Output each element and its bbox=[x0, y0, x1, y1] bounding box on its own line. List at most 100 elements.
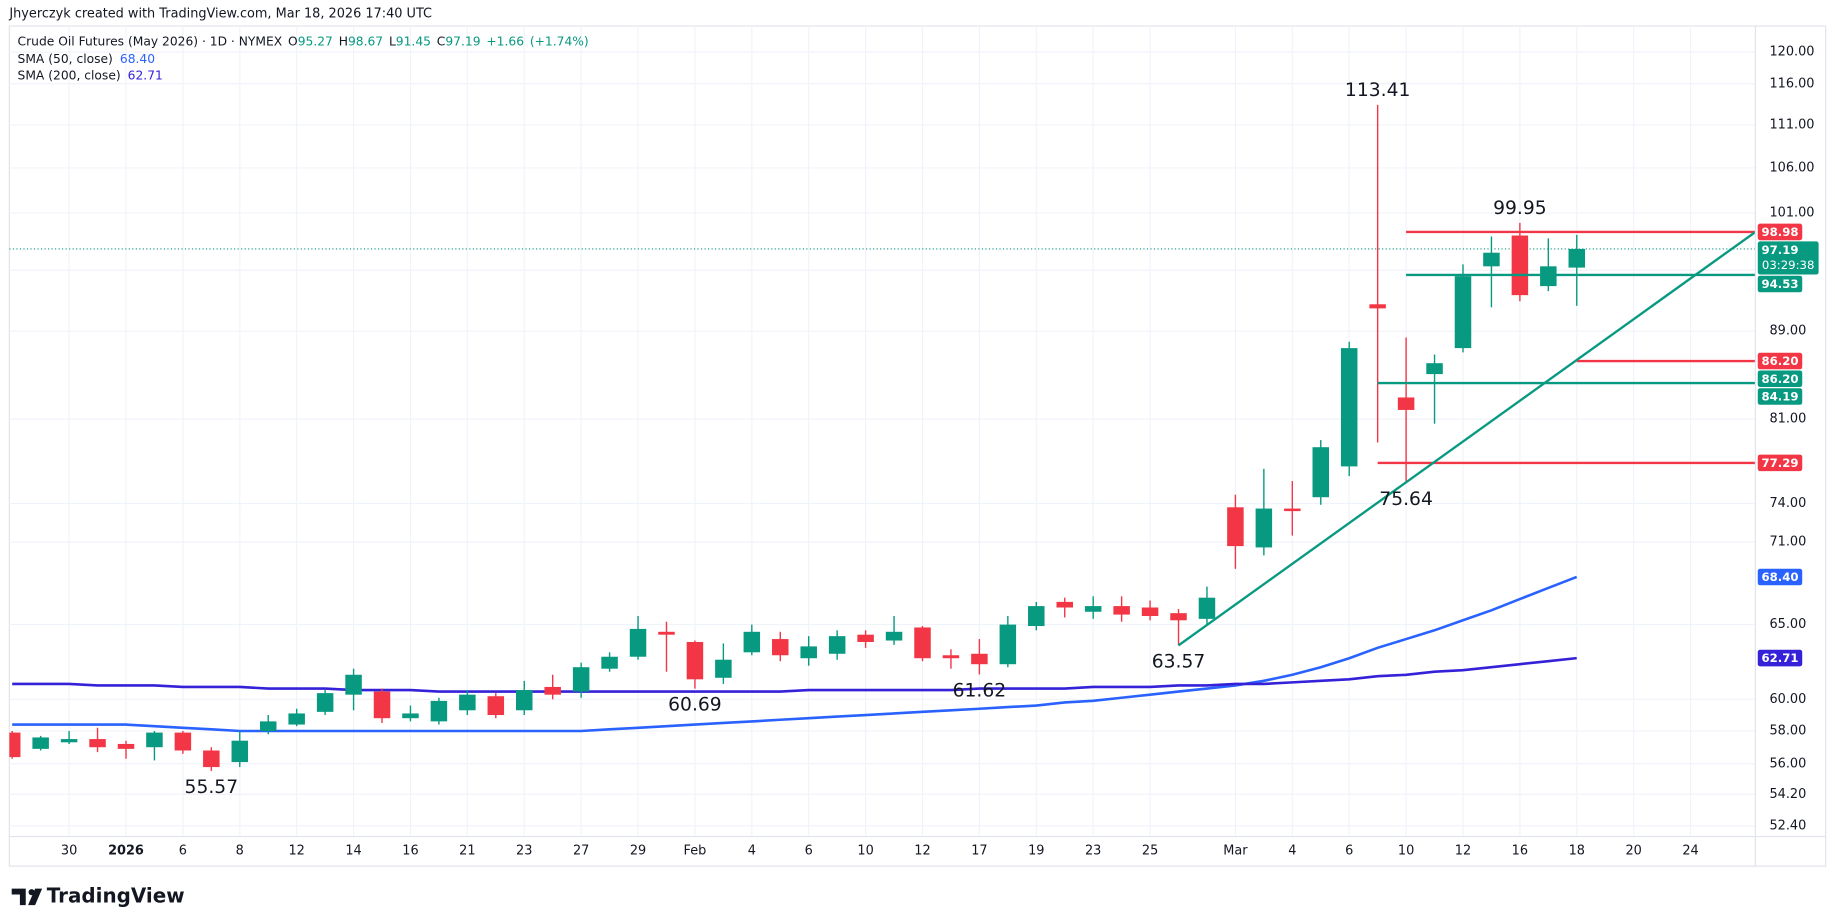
candle-body bbox=[1483, 252, 1500, 267]
x-tick-label: 19 bbox=[1028, 843, 1044, 858]
close-value: 97.19 bbox=[445, 34, 480, 48]
candle-body bbox=[1284, 508, 1301, 512]
price-tag-label: 94.53 bbox=[1762, 277, 1799, 291]
candle-body bbox=[1369, 304, 1386, 309]
sma50-value: 68.40 bbox=[120, 52, 155, 66]
candle-body bbox=[686, 641, 704, 680]
x-tick-label: 20 bbox=[1625, 843, 1641, 858]
price-tag bbox=[1757, 370, 1803, 388]
candle-body bbox=[800, 646, 817, 659]
candle-body bbox=[942, 655, 960, 659]
price-tag bbox=[1757, 568, 1803, 586]
y-tick-label: 101.00 bbox=[1769, 206, 1814, 221]
brand-logo: TradingView bbox=[11, 883, 185, 907]
x-tick-label: 4 bbox=[1288, 843, 1296, 858]
y-tick-label: 60.00 bbox=[1769, 692, 1806, 707]
x-tick-label: 12 bbox=[288, 843, 304, 858]
x-tick-label: 6 bbox=[179, 843, 187, 858]
sma200-name: SMA (200, close) bbox=[18, 68, 121, 82]
price-tag bbox=[1757, 275, 1803, 293]
candle-body bbox=[999, 624, 1017, 665]
candle-body bbox=[146, 732, 163, 748]
candle-body bbox=[1454, 276, 1472, 349]
price-tag bbox=[1757, 454, 1803, 472]
candle-body bbox=[885, 631, 903, 641]
x-tick-label: 16 bbox=[402, 843, 418, 858]
candle-body bbox=[1397, 397, 1415, 410]
y-tick-label: 52.40 bbox=[1769, 818, 1806, 833]
plot: 113.41 99.95 55.57 60.69 61.62 63.57 75.64 bbox=[9, 80, 1756, 798]
x-tick-label: 10 bbox=[1398, 843, 1414, 858]
candle-body bbox=[629, 628, 647, 657]
y-tick-label: 71.00 bbox=[1769, 535, 1806, 550]
candle-body bbox=[203, 750, 220, 768]
sma50-legend: SMA (50, close) 68.40 bbox=[18, 52, 156, 66]
candle-body bbox=[1312, 447, 1330, 498]
candle-body bbox=[1540, 266, 1557, 287]
candle-body bbox=[1227, 507, 1244, 547]
change: +1.66 bbox=[486, 34, 524, 48]
low-label: L bbox=[389, 34, 396, 48]
candle-body bbox=[857, 634, 874, 642]
candle-body bbox=[459, 694, 476, 711]
candle-body bbox=[1084, 606, 1102, 612]
open-value: 95.27 bbox=[298, 34, 333, 48]
low-annotation: 75.64 bbox=[1379, 489, 1433, 510]
price-tag-label: 97.19 bbox=[1762, 243, 1799, 257]
candle-body bbox=[316, 693, 334, 712]
candle-body bbox=[89, 739, 106, 748]
y-tick-label: 65.00 bbox=[1769, 617, 1806, 632]
candle-body bbox=[828, 636, 846, 654]
low-value: 91.45 bbox=[396, 34, 431, 48]
price-tag-label: 77.29 bbox=[1762, 456, 1799, 470]
y-tick-label: 56.00 bbox=[1769, 756, 1806, 771]
candle-body bbox=[1056, 601, 1073, 608]
candle-body bbox=[772, 639, 789, 656]
candle-body bbox=[715, 659, 732, 678]
open-label: O bbox=[288, 34, 298, 48]
price-tag bbox=[1757, 241, 1819, 275]
axes: 120.00116.00111.00106.00101.0095.0089.00… bbox=[61, 45, 1819, 858]
x-tick-label: 29 bbox=[630, 843, 646, 858]
candle-body bbox=[259, 721, 277, 731]
high-label: H bbox=[339, 34, 348, 48]
y-tick-label: 58.00 bbox=[1769, 723, 1806, 738]
price-tag-label: 86.20 bbox=[1762, 354, 1799, 368]
sma200-value: 62.71 bbox=[128, 68, 163, 82]
candle-body bbox=[515, 690, 533, 711]
change-pct: (+1.74%) bbox=[530, 34, 589, 48]
y-tick-label: 54.20 bbox=[1769, 787, 1806, 802]
y-tick-label: 106.00 bbox=[1769, 160, 1814, 175]
y-tick-label: 120.00 bbox=[1769, 45, 1814, 60]
candle-body bbox=[1170, 613, 1187, 621]
x-tick-label: Feb bbox=[684, 843, 707, 858]
candle-body bbox=[1141, 607, 1159, 617]
price-tag-label: 84.19 bbox=[1762, 390, 1799, 404]
x-tick-label: 8 bbox=[236, 843, 244, 858]
sma-line bbox=[12, 575, 1578, 733]
price-tag-label: 62.71 bbox=[1762, 651, 1799, 665]
y-tick-label: 111.00 bbox=[1769, 117, 1814, 132]
candle-body bbox=[971, 653, 988, 665]
candle-body bbox=[601, 656, 618, 669]
brand-name: TradingView bbox=[47, 883, 185, 907]
high-annotation: 99.95 bbox=[1493, 198, 1547, 219]
price-tag-label: 98.98 bbox=[1762, 225, 1799, 239]
x-tick-label: Mar bbox=[1223, 843, 1248, 858]
trendline bbox=[1177, 230, 1756, 647]
x-tick-label: 30 bbox=[61, 843, 77, 858]
credit: Jhyerczyk created with TradingView.com, … bbox=[8, 7, 432, 22]
x-tick-label: 6 bbox=[805, 843, 813, 858]
candle-body bbox=[174, 732, 192, 751]
candle-body bbox=[658, 631, 675, 635]
y-tick-label: 116.00 bbox=[1769, 76, 1814, 91]
low-annotation: 60.69 bbox=[668, 695, 722, 716]
low-annotation: 61.62 bbox=[953, 680, 1007, 701]
candle-body bbox=[914, 627, 931, 659]
sma50-name: SMA (50, close) bbox=[18, 52, 113, 66]
x-tick-label: 23 bbox=[1085, 843, 1101, 858]
candle-body bbox=[117, 743, 135, 749]
candle-body bbox=[288, 713, 305, 725]
price-tag bbox=[1757, 223, 1803, 241]
